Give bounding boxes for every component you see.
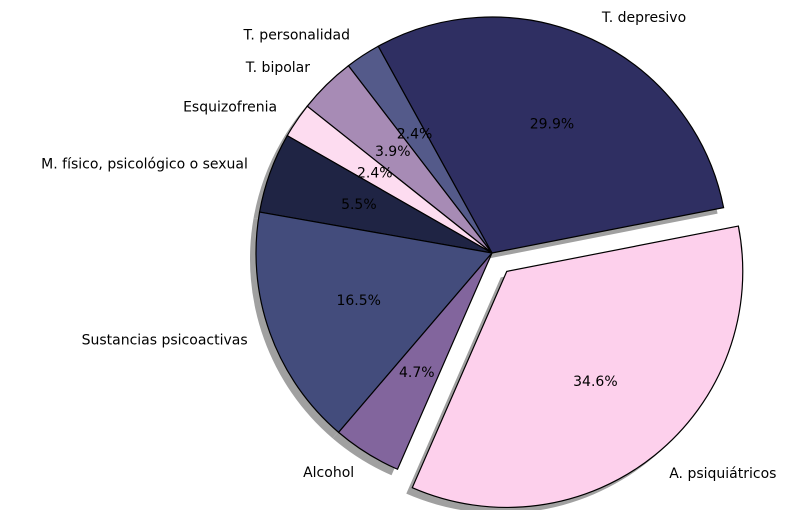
percent-label: 5.5%	[341, 197, 377, 213]
percent-label: 34.6%	[573, 374, 617, 390]
percent-label: 2.4%	[357, 166, 393, 182]
percent-label: 29.9%	[530, 117, 574, 133]
slice-label: Esquizofrenia	[183, 99, 277, 115]
slice-label: Sustancias psicoactivas	[82, 333, 248, 349]
slice-label: T. depresivo	[601, 10, 686, 26]
slice-label: T. bipolar	[245, 60, 310, 76]
wedge	[411, 225, 744, 508]
slice-label: A. psiquiátricos	[669, 466, 776, 482]
percent-label: 16.5%	[336, 293, 380, 309]
percent-label: 3.9%	[375, 144, 411, 160]
slice-label: Alcohol	[303, 465, 354, 481]
wedge	[255, 211, 494, 434]
percent-label: 4.7%	[399, 365, 435, 381]
slice-label: T. personalidad	[243, 28, 351, 44]
slice-label: M. físico, psicológico o sexual	[41, 157, 248, 173]
percent-label: 2.4%	[397, 126, 433, 142]
wedge	[377, 16, 725, 254]
wedge	[337, 252, 493, 471]
